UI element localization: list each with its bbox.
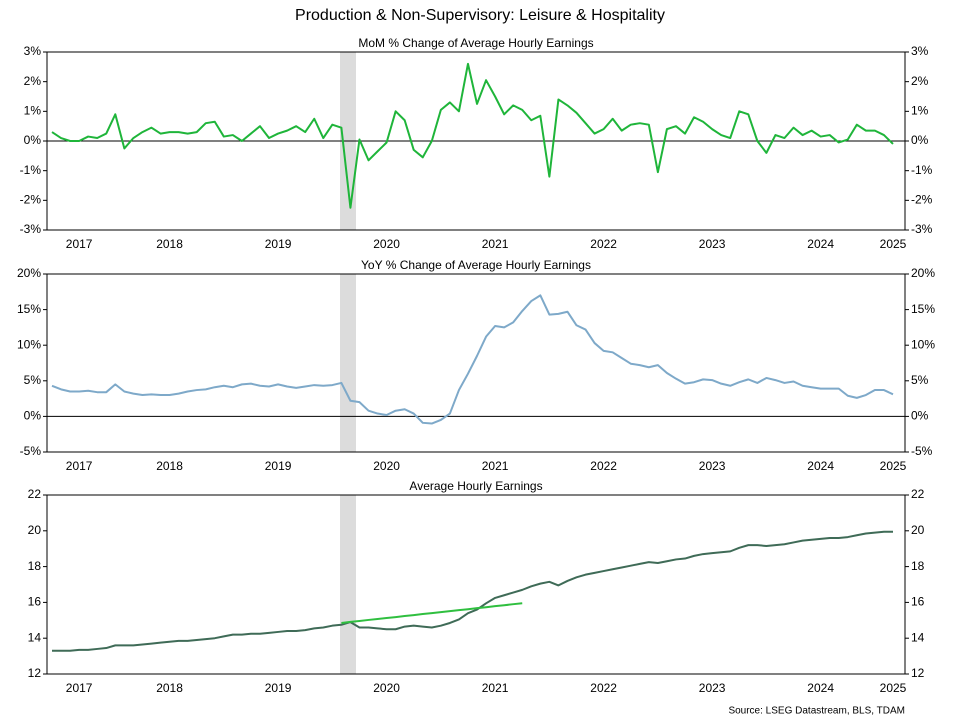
y2-tick-label: 15%	[911, 302, 935, 316]
x-tick-label: 2021	[482, 681, 509, 695]
y2-tick-label: 22	[911, 487, 925, 501]
y-tick-label: 10%	[17, 337, 41, 351]
y2-tick-label: 16	[911, 595, 925, 609]
x-tick-label: 2025	[880, 237, 907, 251]
x-tick-label: 2019	[265, 237, 292, 251]
x-tick-label: 2025	[880, 681, 907, 695]
y-tick-label: 12	[28, 666, 42, 680]
y2-tick-label: -3%	[911, 222, 933, 236]
x-tick-label: 2022	[590, 681, 617, 695]
x-tick-label: 2017	[66, 459, 93, 473]
x-tick-label: 2024	[807, 681, 834, 695]
chart-title: Production & Non-Supervisory: Leisure & …	[295, 7, 665, 24]
y2-tick-label: 12	[911, 666, 925, 680]
y-tick-label: 0%	[24, 409, 42, 423]
y-tick-label: -5%	[20, 444, 42, 458]
x-tick-label: 2017	[66, 237, 93, 251]
y2-tick-label: 1%	[911, 104, 929, 118]
line-series	[51, 294, 894, 425]
panel-title: MoM % Change of Average Hourly Earnings	[358, 36, 593, 50]
x-tick-label: 2022	[590, 237, 617, 251]
y-tick-label: -2%	[20, 193, 42, 207]
y2-tick-label: 10%	[911, 337, 935, 351]
plot-frame	[46, 273, 906, 453]
y-tick-label: 16	[28, 595, 42, 609]
x-tick-label: 2020	[373, 459, 400, 473]
x-tick-label: 2025	[880, 459, 907, 473]
y-tick-label: 22	[28, 487, 42, 501]
y2-tick-label: 2%	[911, 74, 929, 88]
y2-tick-label: 0%	[911, 409, 929, 423]
line-series	[52, 530, 893, 652]
y2-tick-label: 20%	[911, 266, 935, 280]
source-note: Source: LSEG Datastream, BLS, TDAM	[728, 706, 905, 717]
x-tick-label: 2020	[373, 681, 400, 695]
y2-tick-label: 14	[911, 630, 925, 644]
y-tick-label: 0%	[24, 133, 42, 147]
y2-tick-label: -5%	[911, 444, 933, 458]
x-tick-label: 2023	[699, 681, 726, 695]
x-tick-label: 2018	[156, 459, 183, 473]
y2-tick-label: 3%	[911, 44, 929, 58]
x-tick-label: 2023	[699, 237, 726, 251]
x-tick-label: 2018	[156, 237, 183, 251]
x-tick-label: 2018	[156, 681, 183, 695]
shaded-period	[340, 495, 356, 674]
x-tick-label: 2024	[807, 459, 834, 473]
shaded-period	[340, 274, 356, 452]
x-tick-label: 2022	[590, 459, 617, 473]
x-tick-label: 2019	[265, 681, 292, 695]
y2-tick-label: 20	[911, 523, 925, 537]
y-tick-label: 20	[28, 523, 42, 537]
y-tick-label: 5%	[24, 373, 42, 387]
panel-title: YoY % Change of Average Hourly Earnings	[361, 258, 591, 272]
y-tick-label: -3%	[20, 222, 42, 236]
x-tick-label: 2023	[699, 459, 726, 473]
y2-tick-label: 5%	[911, 373, 929, 387]
plot-frame	[46, 494, 906, 675]
y2-tick-label: 0%	[911, 133, 929, 147]
y-tick-label: -1%	[20, 163, 42, 177]
y-tick-label: 3%	[24, 44, 42, 58]
x-tick-label: 2024	[807, 237, 834, 251]
y2-tick-label: 18	[911, 559, 925, 573]
y-tick-label: 15%	[17, 302, 41, 316]
panel-title: Average Hourly Earnings	[409, 479, 542, 493]
y-tick-label: 20%	[17, 266, 41, 280]
y-tick-label: 2%	[24, 74, 42, 88]
x-tick-label: 2021	[482, 459, 509, 473]
line-series	[51, 62, 894, 209]
x-tick-label: 2020	[373, 237, 400, 251]
y-tick-label: 14	[28, 630, 42, 644]
x-tick-label: 2017	[66, 681, 93, 695]
x-tick-label: 2021	[482, 237, 509, 251]
y-tick-label: 18	[28, 559, 42, 573]
y2-tick-label: -1%	[911, 163, 933, 177]
line-series	[341, 602, 523, 624]
y-tick-label: 1%	[24, 104, 42, 118]
y2-tick-label: -2%	[911, 193, 933, 207]
x-tick-label: 2019	[265, 459, 292, 473]
